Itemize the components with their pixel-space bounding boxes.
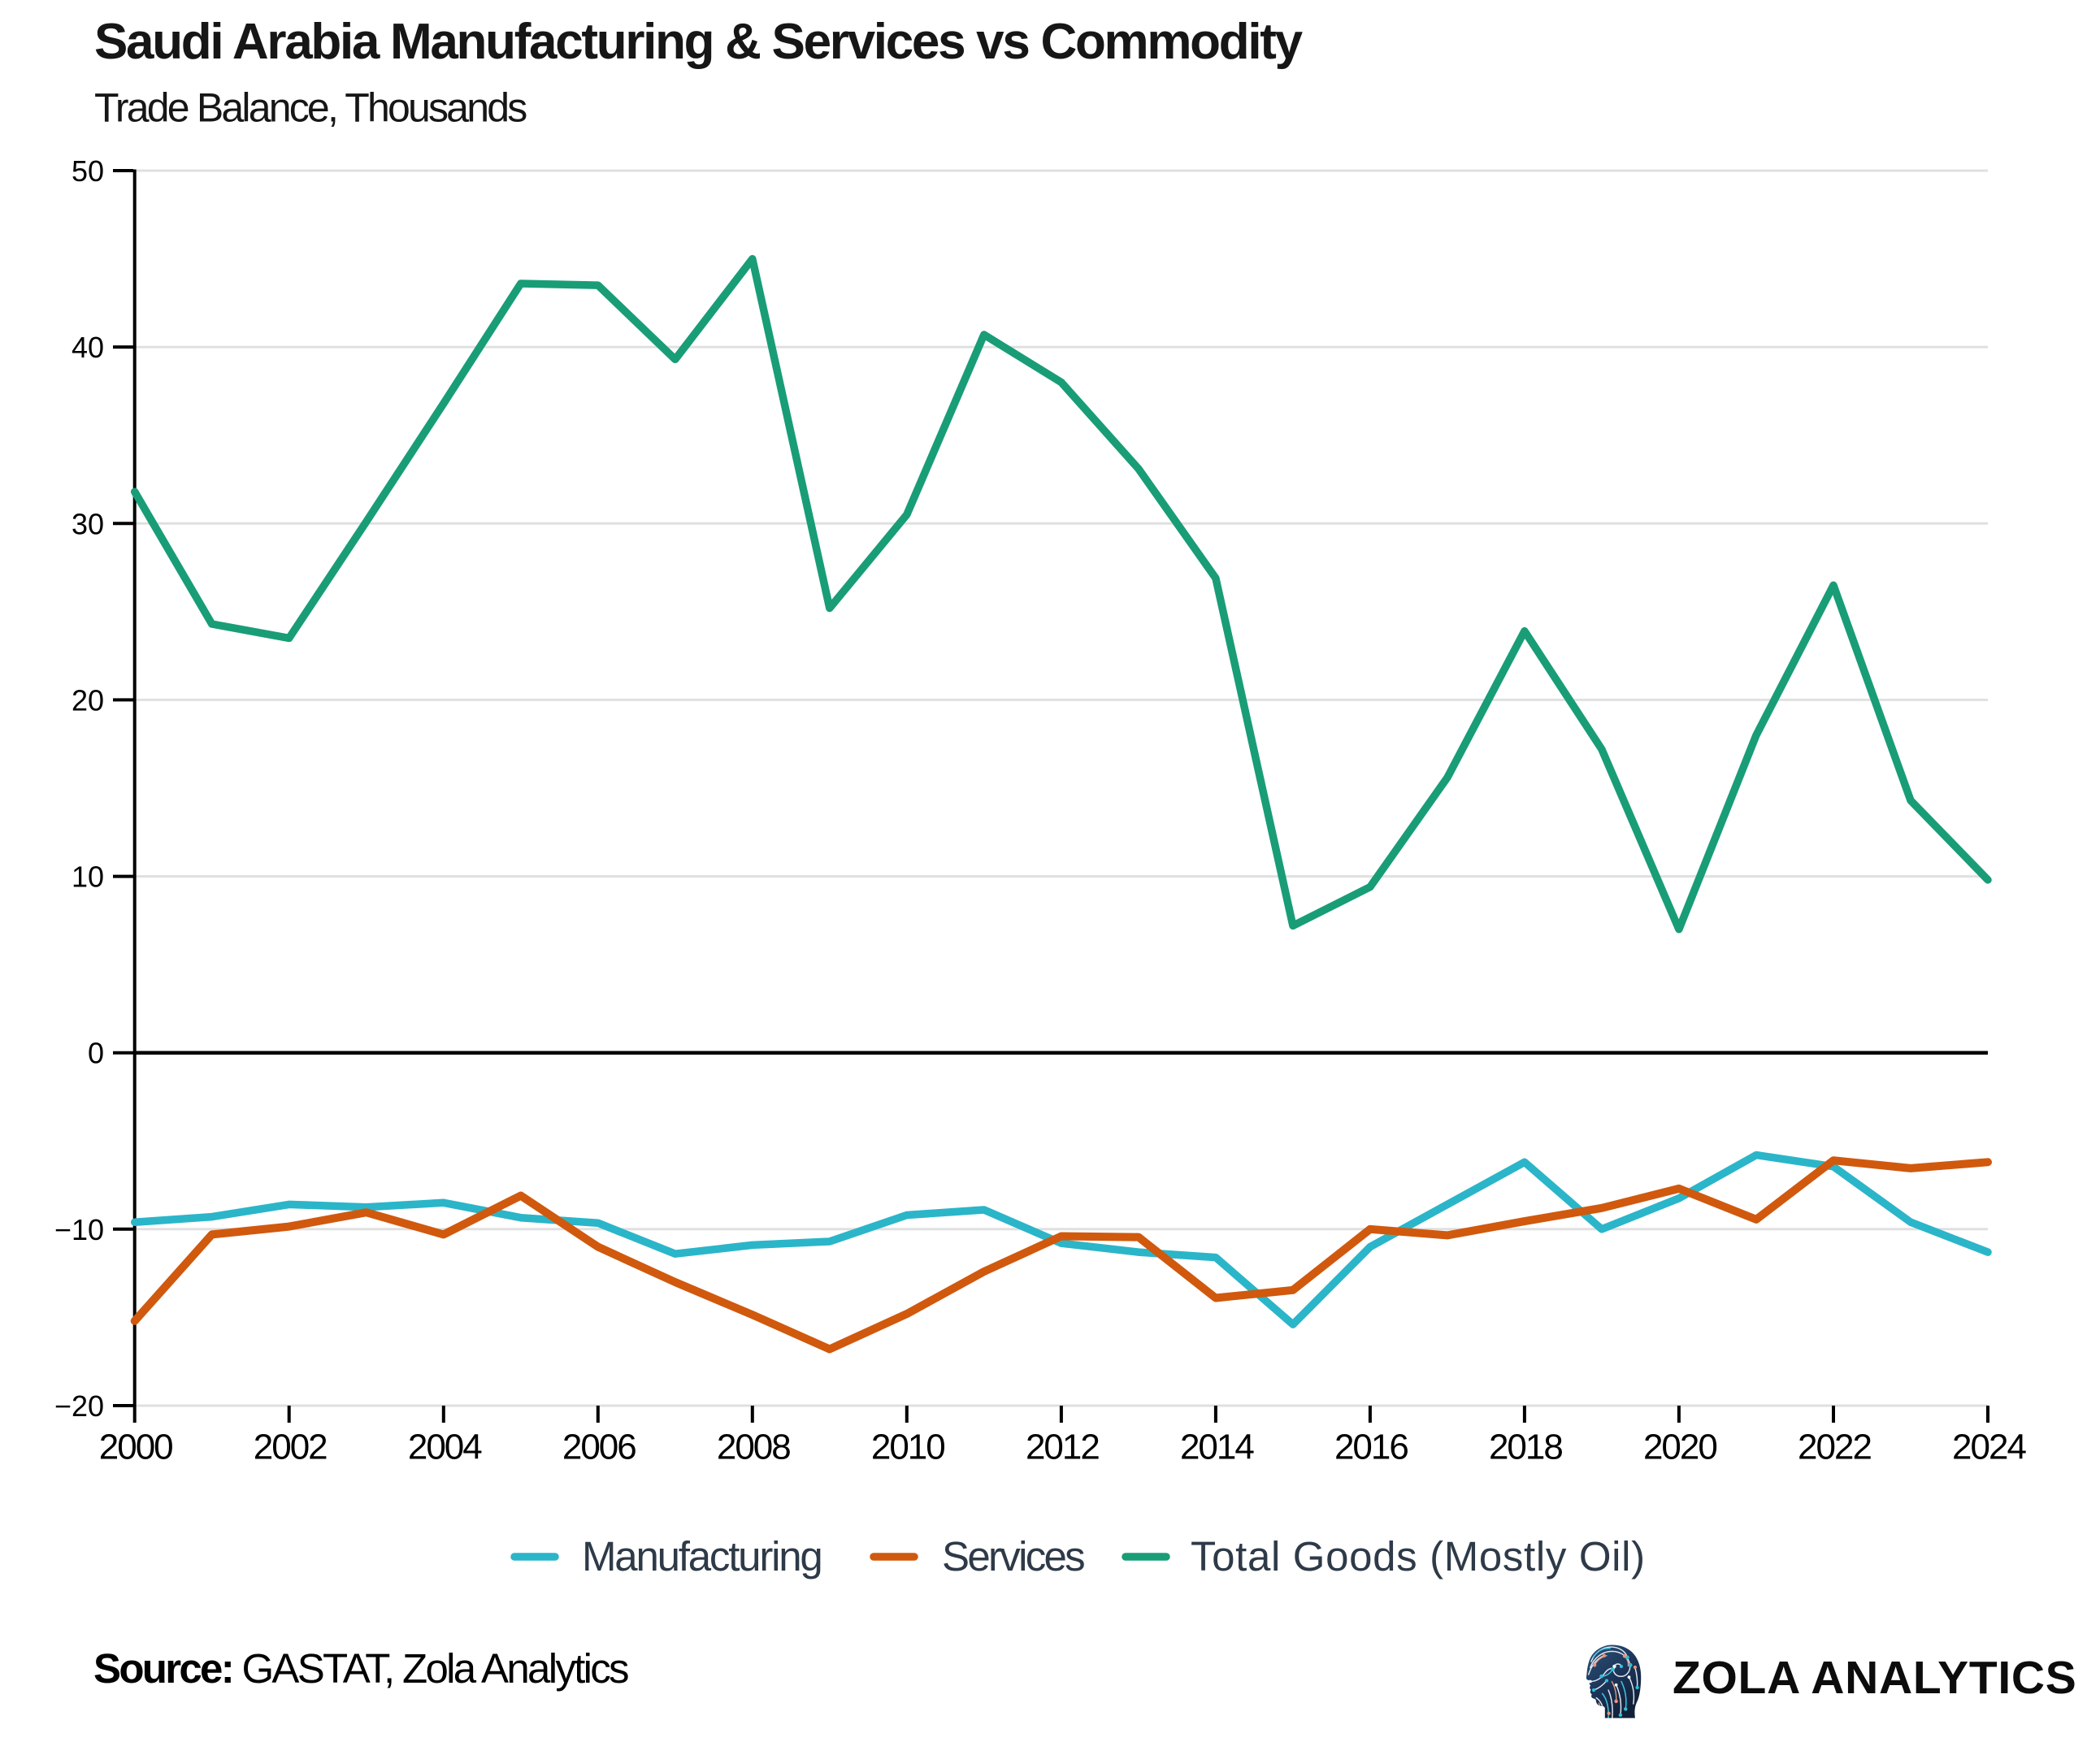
svg-text:2010: 2010 bbox=[871, 1428, 944, 1467]
svg-text:20: 20 bbox=[72, 683, 104, 717]
svg-text:ZOLA ANALYTICS: ZOLA ANALYTICS bbox=[1673, 1652, 2076, 1704]
svg-text:−20: −20 bbox=[54, 1389, 104, 1423]
svg-text:50: 50 bbox=[72, 154, 104, 188]
svg-text:Trade Balance, Thousands: Trade Balance, Thousands bbox=[94, 84, 527, 130]
svg-text:40: 40 bbox=[72, 331, 104, 364]
svg-text:Saudi Arabia Manufacturing & S: Saudi Arabia Manufacturing & Services vs… bbox=[94, 14, 1304, 70]
svg-text:Services: Services bbox=[942, 1533, 1084, 1580]
svg-text:30: 30 bbox=[72, 507, 104, 540]
svg-text:2014: 2014 bbox=[1180, 1428, 1254, 1467]
svg-text:0: 0 bbox=[88, 1037, 104, 1070]
svg-text:2006: 2006 bbox=[562, 1428, 636, 1467]
svg-text:2024: 2024 bbox=[1952, 1428, 2026, 1467]
svg-text:2000: 2000 bbox=[99, 1428, 172, 1467]
svg-text:Source: GASTAT, Zola Analytics: Source: GASTAT, Zola Analytics bbox=[93, 1645, 628, 1692]
svg-text:2004: 2004 bbox=[408, 1428, 482, 1467]
svg-text:2012: 2012 bbox=[1026, 1428, 1099, 1467]
svg-text:2008: 2008 bbox=[717, 1428, 790, 1467]
svg-text:2002: 2002 bbox=[254, 1428, 327, 1467]
svg-text:Manufacturing: Manufacturing bbox=[582, 1533, 822, 1580]
svg-text:2018: 2018 bbox=[1489, 1428, 1562, 1467]
svg-text:2022: 2022 bbox=[1798, 1428, 1871, 1467]
svg-text:10: 10 bbox=[72, 860, 104, 894]
svg-text:Total Goods (Mostly Oil): Total Goods (Mostly Oil) bbox=[1191, 1533, 1646, 1580]
svg-text:2016: 2016 bbox=[1334, 1428, 1408, 1467]
svg-text:2020: 2020 bbox=[1643, 1428, 1716, 1467]
svg-text:−10: −10 bbox=[54, 1213, 104, 1246]
